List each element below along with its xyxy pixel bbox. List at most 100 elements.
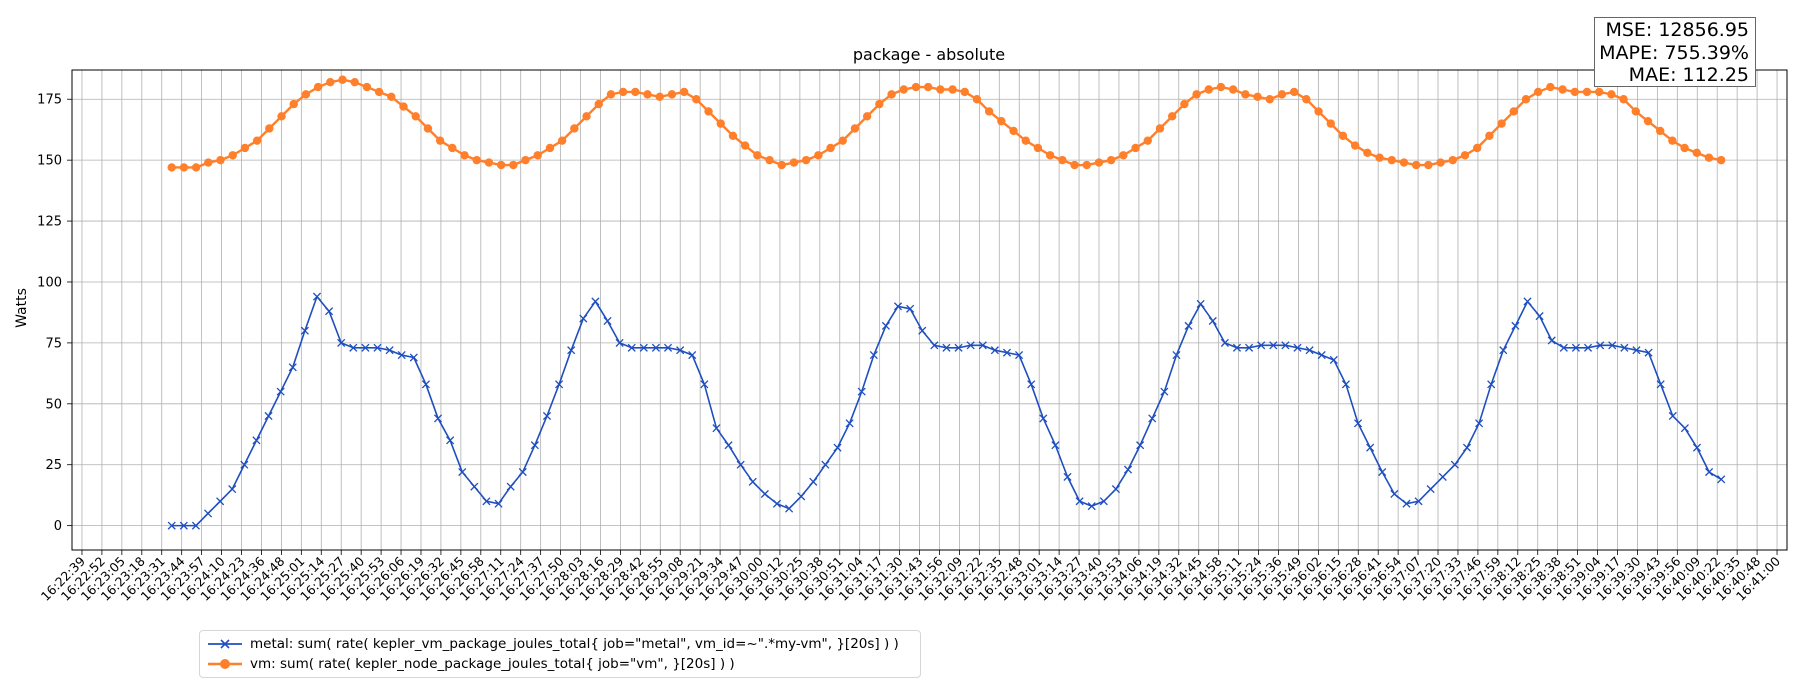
data-point [506, 482, 515, 491]
data-point [1148, 414, 1157, 423]
data-point [1314, 107, 1323, 116]
data-point [1015, 351, 1024, 360]
data-point [1521, 95, 1531, 104]
data-point [1350, 141, 1360, 150]
data-point [1208, 316, 1217, 326]
data-point [1196, 299, 1205, 308]
data-point [203, 509, 213, 518]
data-point [1571, 343, 1580, 352]
data-point [1594, 87, 1604, 97]
grid-lines [72, 70, 1787, 550]
data-point [1180, 99, 1189, 109]
data-point [1094, 158, 1104, 167]
data-point [300, 326, 309, 335]
data-point [801, 155, 811, 165]
data-point [228, 151, 237, 160]
data-point [533, 151, 542, 160]
data-point [567, 346, 576, 355]
data-point [881, 321, 890, 330]
data-point [460, 151, 469, 160]
data-point [1070, 160, 1079, 170]
data-point [325, 307, 334, 316]
data-point [845, 419, 854, 428]
data-point [1570, 87, 1579, 97]
data-point [942, 343, 951, 352]
data-point [313, 82, 323, 92]
data-point [1216, 82, 1226, 92]
data-point [663, 343, 673, 352]
data-point [785, 504, 794, 513]
data-point [1293, 343, 1302, 352]
data-point [1111, 485, 1120, 494]
data-point [688, 351, 697, 360]
data-point [887, 90, 896, 99]
data-point [423, 124, 433, 133]
data-point [1643, 116, 1653, 126]
data-point [338, 75, 347, 84]
y-tick-label: 100 [37, 275, 62, 290]
data-point [1632, 346, 1641, 355]
data-point [1596, 341, 1605, 350]
data-point [191, 163, 201, 172]
data-point [821, 460, 830, 469]
data-point [399, 102, 408, 111]
data-point [655, 92, 664, 102]
data-point [1402, 499, 1411, 508]
data-point [530, 441, 539, 450]
data-point [911, 82, 921, 92]
data-point [857, 387, 866, 396]
data-point [1620, 343, 1629, 352]
data-point [1558, 85, 1567, 94]
data-point [936, 85, 945, 94]
data-point [1426, 485, 1435, 494]
data-point [1172, 351, 1181, 360]
data-point [603, 316, 612, 326]
data-point [1462, 443, 1472, 452]
data-point [615, 338, 624, 347]
data-point [494, 499, 503, 508]
data-point [264, 411, 273, 421]
data-point [930, 341, 939, 350]
data-point [1424, 160, 1433, 170]
data-point [1448, 155, 1457, 165]
data-point [1119, 151, 1128, 160]
data-point [875, 99, 884, 109]
data-point [838, 136, 847, 145]
data-point [557, 136, 567, 145]
data-point [1063, 472, 1072, 481]
data-point [1607, 90, 1616, 99]
data-point [167, 521, 176, 530]
data-point [1257, 341, 1266, 350]
data-point [482, 497, 491, 506]
data-point [228, 485, 237, 494]
data-point [1631, 107, 1640, 116]
y-tick-label: 175 [37, 93, 62, 108]
data-point [542, 411, 552, 421]
data-point [1045, 151, 1055, 160]
data-point [1241, 90, 1250, 99]
data-point [1143, 136, 1152, 145]
data-point [1338, 131, 1348, 140]
data-point [350, 77, 359, 87]
x-tick-labels: 16:22:3916:22:5216:23:0516:23:1816:23:31… [38, 553, 1783, 603]
data-point [1317, 351, 1326, 360]
y-tick-labels: 0 25 50 75 100 125 150 175 [37, 93, 62, 534]
data-point [1509, 107, 1518, 116]
data-point [458, 467, 467, 477]
data-point [582, 112, 591, 121]
data-point [579, 314, 588, 323]
data-point [421, 380, 430, 389]
data-point [1533, 87, 1543, 97]
data-point [972, 95, 982, 104]
data-point [1619, 95, 1628, 104]
data-point [265, 124, 274, 133]
y-tick-label: 75 [45, 336, 62, 351]
data-point [1305, 346, 1314, 355]
data-point [446, 436, 455, 445]
data-point [349, 343, 358, 352]
data-point [990, 346, 999, 355]
data-point [1058, 155, 1067, 165]
data-point [1269, 341, 1278, 350]
data-point [204, 158, 213, 167]
data-point [923, 82, 933, 92]
